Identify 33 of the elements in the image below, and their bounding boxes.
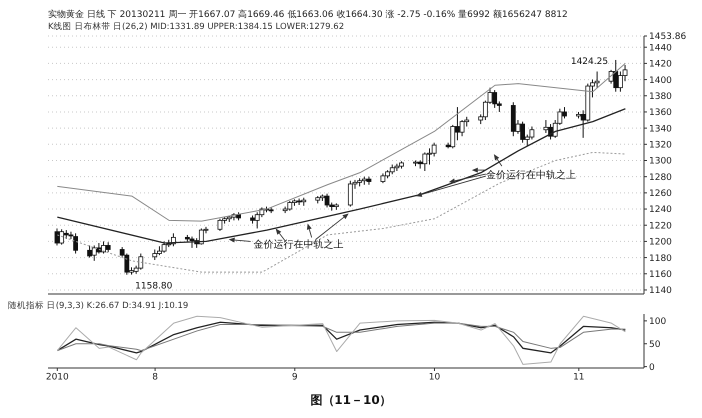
y-tick-label: 1300 [649,156,672,167]
chart-title: 随机指标 日(9,3,3) K:26.67 D:34.91 J:10.19 [8,300,188,312]
x-tick-label: 10 [428,372,440,382]
chart-subtitle: K线图 日布林带 日(26,2) MID:1331.89 UPPER:1384.15 LOWER:1279.62 [48,21,344,33]
y-tick-label: 1240 [649,205,672,216]
annotation: 1158.80 [135,282,173,292]
y-tick-label: 1280 [649,172,672,183]
y-tick-label: 1420 [649,60,672,70]
y-tick-label: 1160 [649,270,672,280]
text: 图（11－10） [309,392,393,409]
x-tick-label: 9 [292,372,298,382]
y-tick-label: 1260 [649,189,672,200]
y-tick-label: 1440 [649,43,672,54]
y-tick-label: 0 [649,362,655,373]
x-tick-label: 11 [573,372,585,382]
y-tick-label: 1380 [649,92,672,102]
annotation: 1424.25 [570,56,608,67]
y-tick-label: 1320 [649,140,672,151]
y-tick-label: 1140 [649,286,672,296]
y-tick-label: 100 [649,317,666,328]
chart-title: 实物黄金 日线 下 20130211 周一 开1667.07 高1669.46 低1663.06 收1664.30 涨 -2.75 -0.16% 量6992 额1656247 8812 [48,8,568,21]
y-tick-label: 50 [649,340,661,350]
annotation: 金价运行在中轨之上 [486,169,576,182]
x-tick-label: 2010 [46,372,70,382]
y-tick-label: 1220 [649,221,672,232]
y-tick-label: 1200 [649,238,672,248]
y-tick-label: 1180 [649,254,672,264]
x-tick-label: 8 [152,372,158,382]
y-tick-label: 1360 [649,108,672,118]
annotation: 金价运行在中轨之上 [254,238,344,250]
y-tick-label: 1400 [649,76,672,86]
y-tick-label: 1453.86 [649,32,686,42]
y-tick-label: 1340 [649,124,672,134]
